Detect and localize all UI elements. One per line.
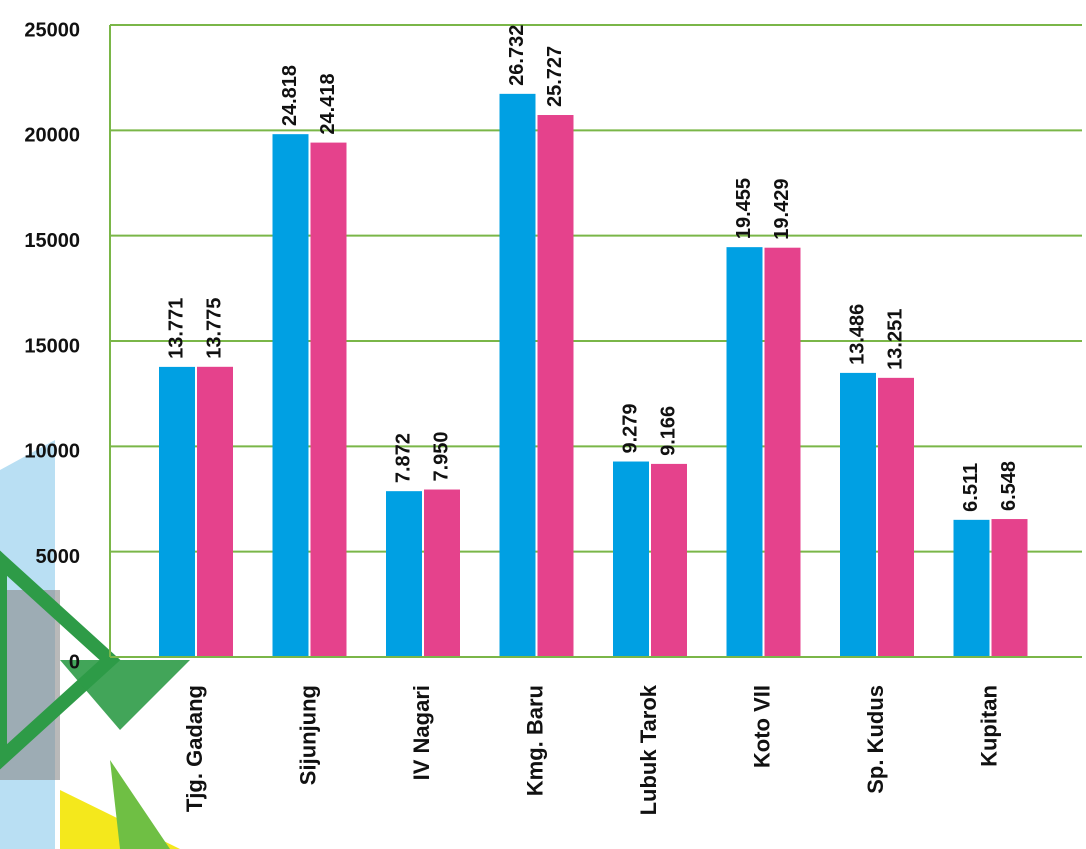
value-label: 7.872 — [392, 433, 414, 483]
bar — [386, 491, 422, 657]
bar — [613, 461, 649, 657]
bar — [272, 134, 309, 657]
value-label: 13.775 — [203, 298, 225, 359]
bar — [764, 247, 801, 657]
y-tick-label: 0 — [69, 651, 80, 673]
value-label: 9.279 — [619, 403, 641, 453]
value-label: 6.511 — [960, 463, 982, 512]
bar — [424, 489, 460, 657]
value-label: 13.771 — [165, 298, 187, 359]
value-label: 25.727 — [544, 46, 566, 107]
y-tick-label: 15000 — [24, 335, 80, 357]
bar — [878, 377, 914, 657]
value-label: 9.166 — [657, 406, 679, 456]
value-label: 7.950 — [430, 431, 452, 481]
bar — [310, 142, 347, 658]
x-tick-label: Koto VII — [749, 685, 774, 768]
x-tick-label: Sp. Kudus — [863, 685, 888, 794]
bar — [651, 463, 687, 657]
bar — [499, 93, 536, 657]
x-tick-label: Sijunjung — [295, 685, 320, 785]
x-tick-label: Tjg. Gadang — [182, 685, 207, 812]
y-tick-label: 10000 — [24, 441, 80, 463]
value-label: 19.429 — [771, 179, 793, 240]
y-tick-label: 20000 — [24, 125, 80, 147]
x-tick-label: Lubuk Tarok — [636, 684, 661, 815]
x-tick-label: Kmg. Baru — [522, 685, 547, 796]
decoration — [0, 440, 190, 849]
bar — [197, 366, 233, 657]
x-tick-label: Kupitan — [976, 685, 1001, 767]
bar — [726, 247, 763, 657]
y-tick-label: 25000 — [24, 19, 80, 41]
value-label: 26.732 — [506, 25, 528, 86]
value-label: 13.251 — [884, 309, 906, 370]
y-tick-label: 5000 — [36, 546, 81, 568]
bar — [991, 519, 1028, 657]
y-tick-label: 15000 — [24, 230, 80, 252]
bar — [537, 115, 574, 657]
value-label: 13.486 — [846, 304, 868, 365]
bar — [953, 519, 990, 657]
value-label: 6.548 — [998, 461, 1020, 511]
bar — [159, 366, 195, 657]
value-label: 24.418 — [317, 73, 339, 134]
value-label: 24.818 — [279, 65, 301, 126]
bar — [840, 372, 876, 657]
x-tick-label: IV Nagari — [409, 685, 434, 780]
value-label: 19.455 — [733, 178, 755, 239]
